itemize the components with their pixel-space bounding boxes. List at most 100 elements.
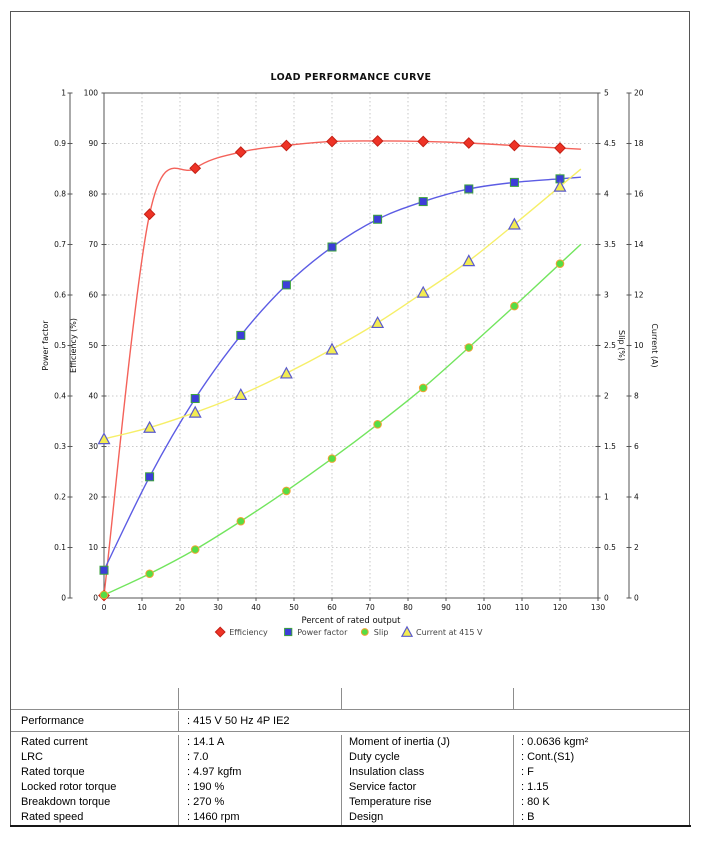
table-divider	[513, 735, 514, 826]
svg-text:10: 10	[137, 603, 147, 612]
table-bottom-border	[10, 825, 691, 827]
spec-label: Rated speed	[21, 811, 84, 823]
svg-text:30: 30	[88, 442, 98, 451]
series-current-at-415-v	[97, 168, 582, 445]
svg-text:12: 12	[634, 291, 644, 300]
svg-text:0.1: 0.1	[54, 543, 66, 552]
svg-text:80: 80	[403, 603, 413, 612]
table-row: Rated torque : 4.97 kgfm Insulation clas…	[11, 765, 689, 780]
svg-text:70: 70	[88, 240, 98, 249]
svg-text:0: 0	[604, 594, 609, 603]
legend-label: Current at 415 V	[416, 628, 483, 637]
svg-text:0.6: 0.6	[54, 291, 66, 300]
svg-text:20: 20	[634, 89, 644, 98]
svg-text:4: 4	[604, 190, 609, 199]
svg-text:18: 18	[634, 139, 644, 148]
legend-item: Power factor	[284, 627, 348, 637]
legend-item: Slip	[360, 628, 389, 637]
axis-cur: 0 2 4 6 8 10 12 14 16 18 20 Current (A)	[626, 89, 659, 603]
table-divider	[178, 711, 179, 731]
spec-label: Temperature rise	[349, 796, 432, 808]
performance-chart: LOAD PERFORMANCE CURVE 0 0.1 0.2 0.3 0.4 0.5 0.…	[41, 72, 659, 638]
table-empty-row	[11, 688, 689, 710]
legend-label: Power factor	[297, 628, 348, 637]
svg-text:3.5: 3.5	[604, 240, 616, 249]
svg-text:90: 90	[441, 603, 451, 612]
svg-text:80: 80	[88, 190, 98, 199]
svg-text:6: 6	[634, 442, 639, 451]
spec-value: : Cont.(S1)	[521, 751, 575, 763]
svg-text:100: 100	[84, 89, 99, 98]
table-row: Rated current : 14.1 A Moment of inertia…	[11, 735, 689, 750]
svg-text:10: 10	[634, 341, 644, 350]
svg-text:130: 130	[591, 603, 606, 612]
spec-label: Design	[349, 811, 384, 823]
svg-text:50: 50	[289, 603, 299, 612]
spec-label: Performance	[21, 715, 84, 727]
table-row: Rated speed : 1460 rpm Design : B	[11, 810, 689, 825]
svg-text:50: 50	[88, 341, 98, 350]
table-row: Locked rotor torque : 190 % Service fact…	[11, 780, 689, 795]
spec-value: : 190 %	[187, 781, 225, 793]
table-divider	[178, 735, 179, 826]
spec-value: : 1.15	[521, 781, 549, 793]
spec-label: Service factor	[349, 781, 417, 793]
spec-label: Breakdown torque	[21, 796, 111, 808]
series-slip	[99, 243, 582, 600]
svg-text:2: 2	[604, 392, 609, 401]
legend-label: Slip	[374, 628, 389, 637]
svg-text:0.3: 0.3	[54, 442, 66, 451]
series-efficiency	[98, 135, 581, 602]
outer-border	[10, 11, 690, 826]
table-divider	[178, 688, 179, 709]
spec-label: Insulation class	[349, 766, 425, 778]
svg-text:40: 40	[251, 603, 261, 612]
svg-text:1: 1	[604, 493, 609, 502]
spec-value: : 270 %	[187, 796, 225, 808]
spec-value: : 7.0	[187, 751, 209, 763]
svg-text:30: 30	[213, 603, 223, 612]
legend-label: Efficiency	[229, 628, 268, 637]
svg-text:60: 60	[88, 291, 98, 300]
svg-text:2: 2	[634, 543, 639, 552]
svg-text:60: 60	[327, 603, 337, 612]
spec-label: Duty cycle	[349, 751, 400, 763]
performance-row: Performance : 415 V 50 Hz 4P IE2	[11, 711, 689, 732]
spec-value: : 4.97 kgfm	[187, 766, 242, 778]
table-divider	[513, 688, 514, 709]
axis-pf: 0 0.1 0.2 0.3 0.4 0.5 0.6 0.7 0.8 0.9 1 Power facto…	[41, 89, 73, 603]
axis-eff: 0 10 20 30 40 50 60 70 80 90 100 Efficiency (%)	[69, 89, 107, 603]
svg-text:16: 16	[634, 190, 644, 199]
spec-value: : 80 K	[521, 796, 550, 808]
svg-text:70: 70	[365, 603, 375, 612]
spec-label: Locked rotor torque	[21, 781, 117, 793]
svg-text:0.8: 0.8	[54, 190, 66, 199]
svg-text:0: 0	[102, 603, 107, 612]
chart-title: LOAD PERFORMANCE CURVE	[271, 72, 432, 83]
svg-text:100: 100	[477, 603, 492, 612]
svg-text:1.5: 1.5	[604, 442, 616, 451]
spec-value: : 415 V 50 Hz 4P IE2	[187, 715, 290, 727]
spec-label: Rated current	[21, 736, 88, 748]
axis-title: Current (A)	[650, 323, 659, 367]
svg-text:0: 0	[634, 594, 639, 603]
gridlines	[104, 93, 598, 598]
svg-text:4: 4	[634, 493, 639, 502]
svg-text:0: 0	[93, 594, 98, 603]
svg-text:20: 20	[88, 493, 98, 502]
svg-text:8: 8	[634, 392, 639, 401]
x-axis-title: Percent of rated output	[302, 616, 402, 626]
svg-text:0.9: 0.9	[54, 139, 66, 148]
svg-text:4.5: 4.5	[604, 139, 616, 148]
series-power-factor	[99, 174, 581, 575]
spec-value: : 1460 rpm	[187, 811, 240, 823]
svg-text:3: 3	[604, 291, 609, 300]
spec-label: LRC	[21, 751, 44, 763]
svg-text:0: 0	[61, 594, 66, 603]
svg-text:2.5: 2.5	[604, 341, 616, 350]
svg-text:0.7: 0.7	[54, 240, 66, 249]
legend: Efficiency Power factor Slip Current at 415…	[214, 625, 483, 638]
table-divider	[341, 688, 342, 709]
svg-text:0.5: 0.5	[54, 341, 66, 350]
